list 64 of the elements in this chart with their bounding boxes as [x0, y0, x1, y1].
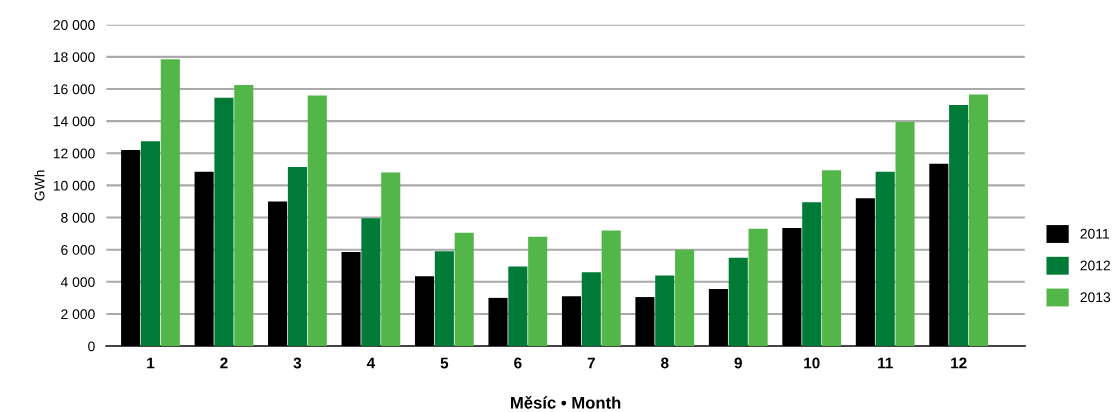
- x-tick-label: 8: [661, 357, 669, 369]
- bar: [802, 202, 822, 347]
- bar: [822, 170, 842, 347]
- legend-label: 2012: [1080, 260, 1111, 271]
- bar: [194, 171, 214, 347]
- bar: [748, 228, 768, 347]
- bar: [234, 84, 254, 347]
- y-tick-label: 18 000: [53, 52, 95, 63]
- x-tick-label: 7: [587, 357, 595, 369]
- x-tick-label: 1: [147, 357, 155, 369]
- bar: [488, 297, 508, 347]
- bar: [160, 59, 180, 347]
- bar: [454, 232, 474, 347]
- bar: [708, 289, 728, 347]
- bar: [655, 275, 675, 347]
- bar: [361, 218, 381, 347]
- bar: [121, 150, 141, 347]
- y-tick-label: 10 000: [53, 180, 95, 191]
- y-tick-label: 16 000: [53, 84, 95, 95]
- bar: [307, 95, 327, 347]
- x-tick-label: 2: [220, 357, 228, 369]
- y-axis-title: GWh: [34, 170, 45, 201]
- bar: [728, 257, 748, 347]
- bar: [875, 171, 895, 347]
- y-tick-label: 12 000: [53, 148, 95, 159]
- bar: [287, 166, 307, 347]
- x-tick-label: 10: [804, 357, 820, 369]
- bar: [895, 121, 915, 347]
- bar: [434, 251, 454, 347]
- y-tick-label: 14 000: [53, 116, 95, 127]
- x-tick-label: 11: [878, 357, 893, 369]
- bar: [561, 296, 582, 347]
- bar: [968, 94, 989, 347]
- bar: [528, 236, 548, 347]
- y-tick-label: 6 000: [61, 245, 95, 255]
- y-tick-label: 0: [88, 341, 95, 352]
- x-tick-label: 12: [951, 357, 967, 369]
- bar: [508, 266, 528, 347]
- y-tick-label: 2 000: [61, 309, 95, 320]
- x-tick-label: 3: [293, 357, 302, 369]
- x-axis-title: Měsíc • Month: [511, 396, 621, 409]
- bar: [581, 272, 601, 347]
- x-tick-label: 6: [514, 357, 522, 369]
- y-tick-label: 4 000: [60, 277, 95, 287]
- y-tick-label: 8 000: [61, 212, 95, 223]
- bar: [675, 249, 695, 347]
- bar: [929, 163, 949, 347]
- x-tick-label: 9: [734, 357, 742, 369]
- bar: [341, 252, 361, 347]
- y-tick-label: 20 000: [53, 20, 95, 30]
- bar: [601, 230, 621, 347]
- bar: [855, 198, 875, 347]
- legend-label: 2013: [1080, 292, 1111, 303]
- bar: [381, 172, 401, 347]
- bar: [214, 97, 234, 347]
- bar: [140, 141, 161, 347]
- bar: [635, 297, 655, 347]
- bar: [414, 276, 435, 347]
- x-tick-label: 5: [440, 357, 449, 369]
- legend-label: 2011: [1080, 228, 1110, 239]
- bar: [268, 201, 288, 347]
- x-tick-label: 4: [366, 357, 376, 369]
- bar: [949, 105, 969, 347]
- bar: [782, 227, 802, 347]
